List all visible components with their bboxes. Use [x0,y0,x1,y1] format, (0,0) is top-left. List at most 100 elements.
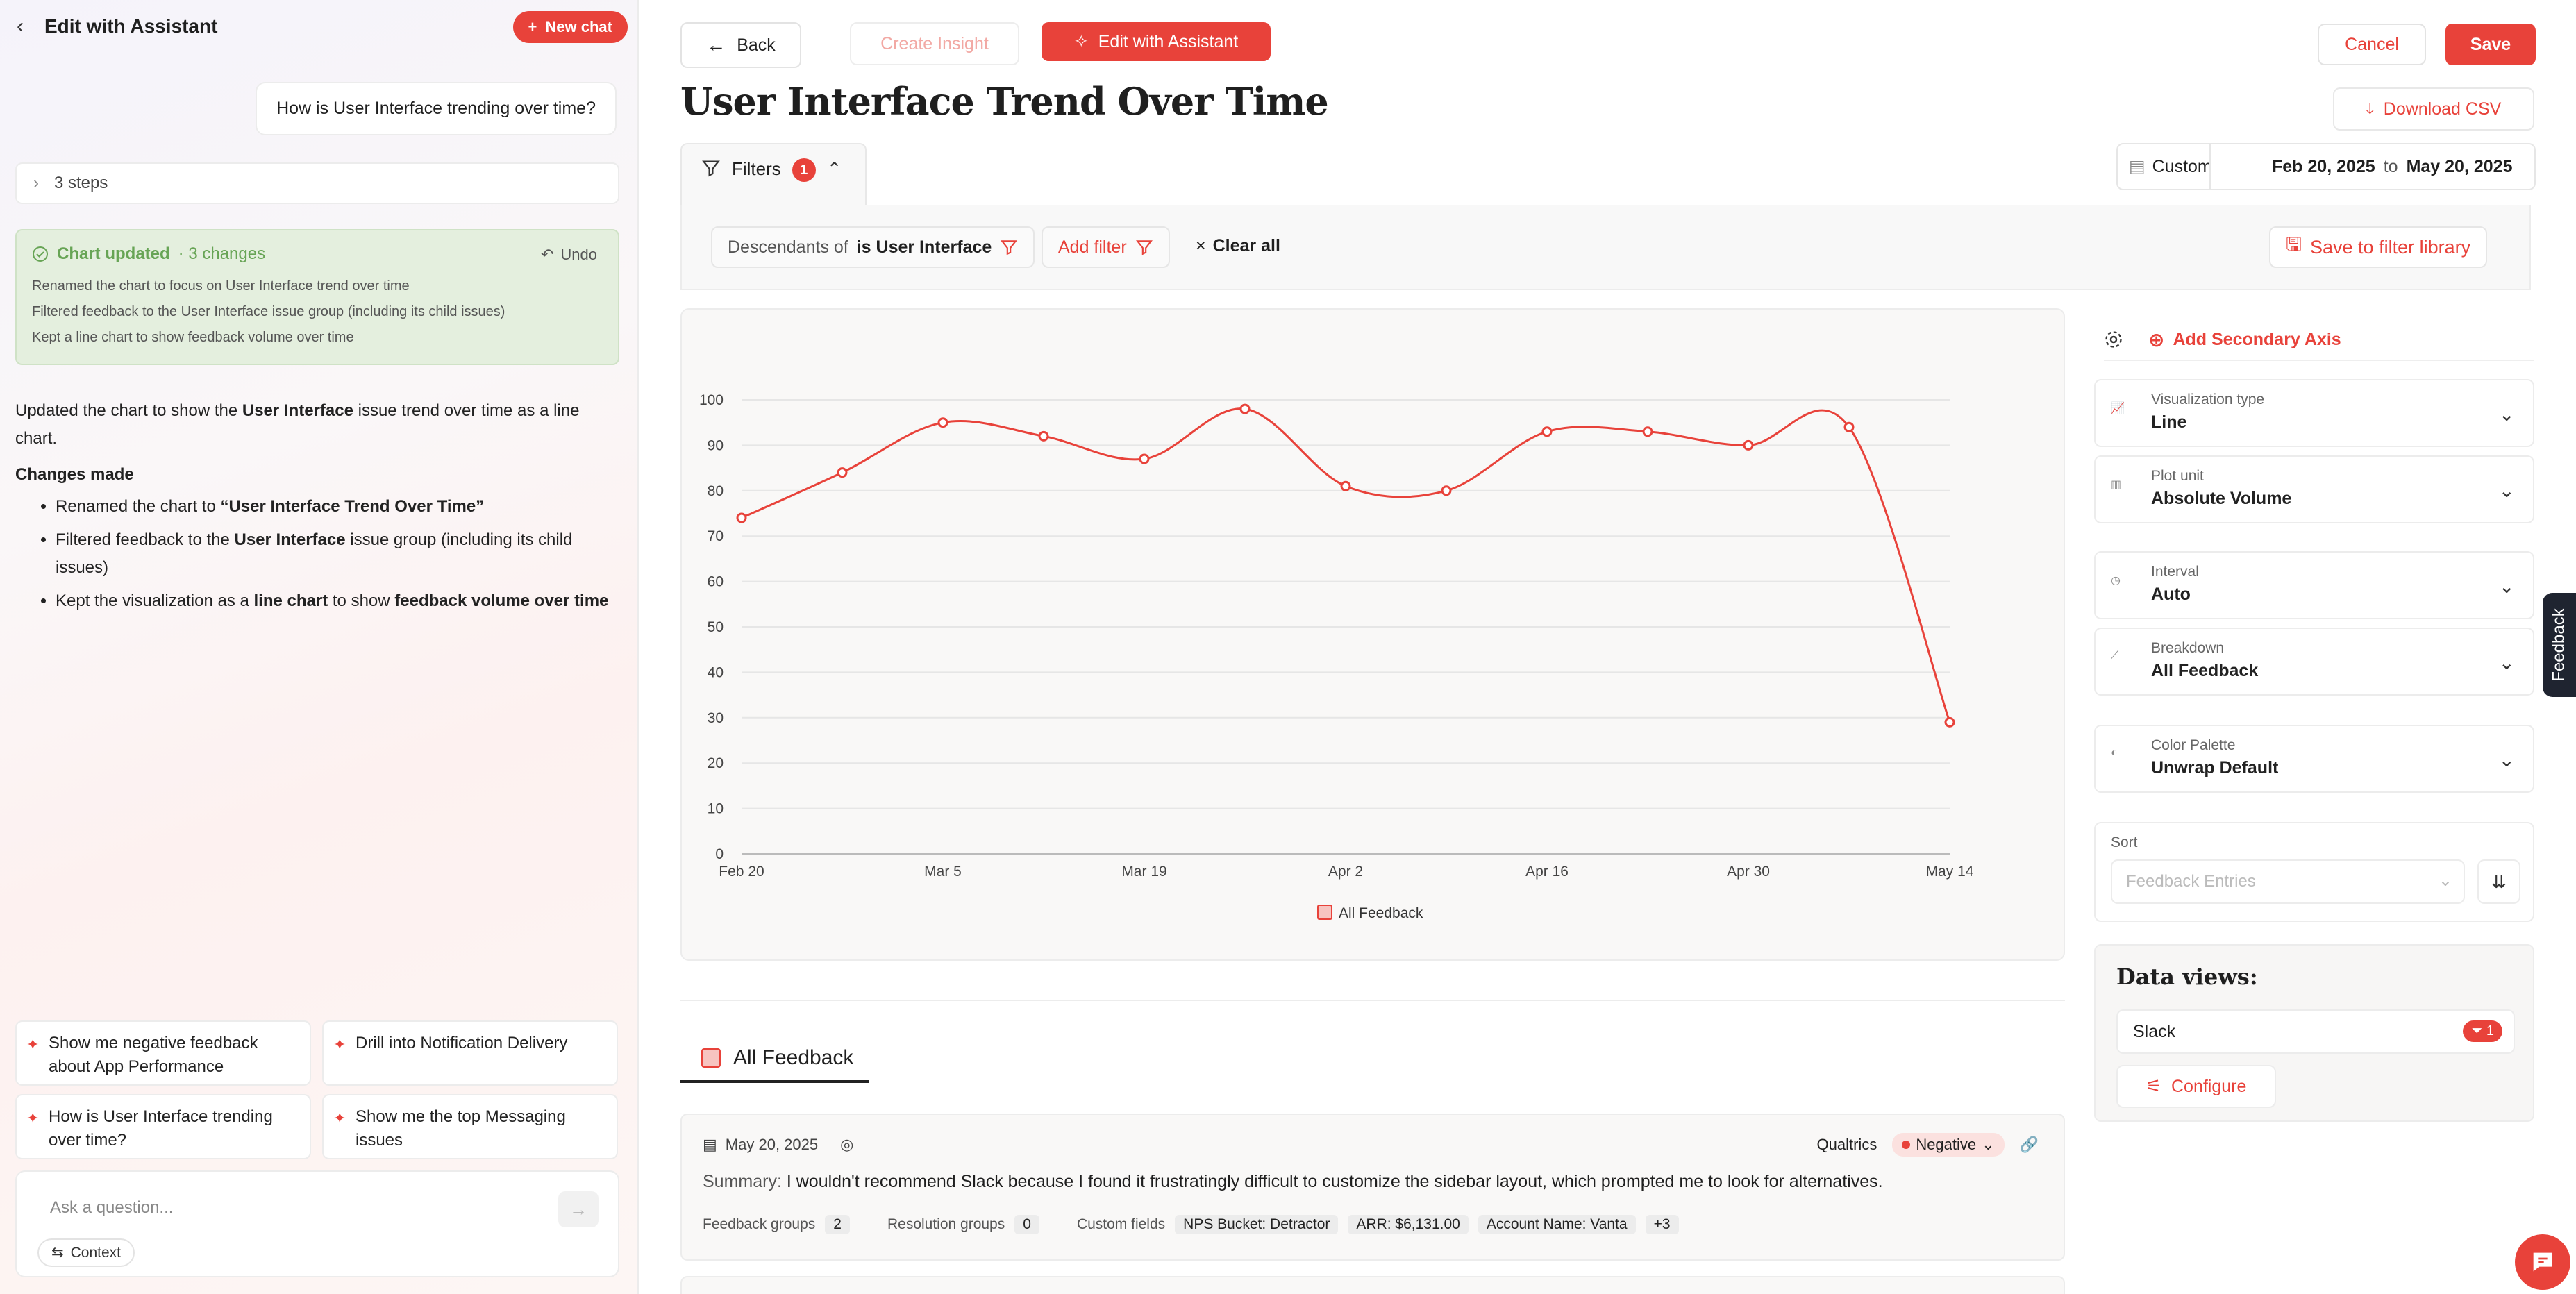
entry-meta: ▤ May 20, 2025 ◎ [703,1136,853,1154]
create-insight-button[interactable]: Create Insight [850,22,1019,65]
suggestion-chip[interactable]: ✦ How is User Interface trending over ti… [15,1094,311,1159]
clear-all-button[interactable]: × Clear all [1196,236,1280,256]
ask-input[interactable] [50,1198,536,1218]
feedback-entry[interactable]: ▤ May 20, 2025 ◎ Qualtrics Negative ⌄ 🔗 … [680,1114,2065,1261]
tab-all-feedback[interactable]: All Feedback [680,1036,869,1083]
back-button[interactable]: ← Back [680,22,801,68]
data-point [1541,426,1553,437]
feedback-side-tab[interactable]: Feedback [2543,593,2576,697]
plus-icon: + [528,18,537,35]
data-views-card: Data views: Slack ⏷ 1 ⚟ Configure [2094,944,2534,1122]
edit-with-assistant-label: Edit with Assistant [1098,31,1239,51]
configure-button[interactable]: ⚟ Configure [2116,1065,2276,1108]
reply-text: issue trend over time as a line chart. [15,401,580,448]
custom-field-tag: Account Name: Vanta [1478,1215,1636,1234]
y-tick-label: 20 [708,755,724,771]
chart-updated-header: Chart updated · 3 changes [32,244,603,264]
chevron-left-icon[interactable]: ‹ [17,15,24,37]
feedback-groups-count[interactable]: 2 [825,1215,850,1234]
sliders-icon: ⚟ [2146,1077,2161,1096]
reply-text: issue group (including its child issues) [56,530,573,577]
changes-list: Renamed the chart to focus on User Inter… [32,274,603,351]
bullet: Kept the visualization as a line chart t… [56,587,612,615]
sort-direction-button[interactable]: ⇊ [2477,859,2520,904]
new-chat-button[interactable]: + New chat [512,11,628,43]
y-tick-label: 30 [708,710,724,726]
send-button[interactable]: → [558,1191,599,1227]
link-icon[interactable]: 🔗 [2019,1136,2039,1153]
save-button[interactable]: Save [2445,24,2536,65]
feedback-groups-label: Feedback groups [703,1216,816,1232]
more-fields-tag[interactable]: +3 [1645,1215,1679,1234]
edit-with-assistant-button[interactable]: ✧ Edit with Assistant [1042,22,1271,61]
ask-box: → ⇆ Context [15,1170,619,1277]
sort-placeholder: Feedback Entries [2126,872,2256,891]
check-circle-icon [33,246,48,262]
active-filter-chip[interactable]: Descendants of is User Interface [711,226,1035,268]
feedback-entry[interactable] [680,1276,2065,1294]
entry-badges: Qualtrics Negative ⌄ 🔗 [1817,1133,2039,1157]
breakdown-select[interactable]: ⟋ Breakdown All Feedback ⌄ [2094,628,2534,696]
sentiment-badge[interactable]: Negative ⌄ [1892,1133,2005,1157]
select-value: Unwrap Default [2151,758,2279,778]
steps-toggle[interactable]: › 3 steps [15,162,619,204]
color-palette-select[interactable]: ◐ Color Palette Unwrap Default ⌄ [2094,725,2534,793]
sort-select[interactable]: Feedback Entries ⌄ [2111,859,2465,904]
undo-button[interactable]: ↶ Undo [541,246,597,264]
steps-label: 3 steps [54,174,108,192]
entry-fields: Feedback groups 2 Resolution groups 0 Cu… [703,1215,1679,1234]
filters-label: Filters [732,158,781,179]
select-label: Color Palette [2151,737,2236,753]
bullet: Renamed the chart to “User Interface Tre… [56,493,612,521]
back-label: Back [737,35,776,55]
data-view-item[interactable]: Slack ⏷ 1 [2116,1009,2515,1054]
add-secondary-axis-label: Add Secondary Axis [2173,329,2341,349]
download-csv-button[interactable]: ⤓ Download CSV [2333,87,2534,131]
add-secondary-axis-button[interactable]: ⊕ Add Secondary Axis [2148,328,2341,351]
save-filter-library-label: Save to filter library [2310,236,2471,258]
clear-all-label: Clear all [1212,236,1280,255]
sort-desc-icon: ⇊ [2491,871,2507,892]
suggestion-label: Show me negative feedback about App Perf… [49,1034,258,1076]
sort-card: Sort Feedback Entries ⌄ ⇊ [2094,822,2534,922]
date-start: Feb 20, 2025 [2272,156,2375,176]
plot-unit-select[interactable]: ▥ Plot unit Absolute Volume ⌄ [2094,455,2534,523]
chevron-up-icon: ⌃ [826,158,842,179]
save-filter-library-button[interactable]: 🖫 Save to filter library [2269,226,2488,268]
add-filter-button[interactable]: Add filter [1042,226,1170,268]
changes-heading: Changes made [15,465,134,484]
data-point [837,467,848,478]
cancel-label: Cancel [2345,34,2399,54]
cancel-button[interactable]: Cancel [2318,24,2426,65]
data-point [1441,485,1452,496]
user-circle-icon: ◎ [840,1136,854,1153]
suggestion-chip[interactable]: ✦ Show me the top Messaging issues [322,1094,618,1159]
data-view-filter-badge: ⏷ 1 [2463,1020,2502,1042]
chevron-down-icon: ⌄ [2498,403,2515,425]
line-chart-icon: 📈 [2111,403,2125,414]
y-tick-label: 0 [715,846,724,862]
date-range-picker[interactable]: Feb 20, 2025 to May 20, 2025 [2209,143,2536,190]
bar-chart-icon: ▥ [2111,479,2122,491]
chat-support-button[interactable] [2515,1234,2570,1290]
line-chart: 0 10 20 30 40 50 60 70 80 90 100 Feb 20 Mar 5 Mar 19 A… [699,392,1974,921]
gear-icon[interactable] [2104,330,2123,349]
chevron-right-icon: › [33,174,39,192]
suggestion-chip[interactable]: ✦ Show me negative feedback about App Pe… [15,1020,311,1086]
sort-label: Sort [2111,834,2138,850]
summary-text: I wouldn't recommend Slack because I fou… [786,1172,1883,1191]
sentiment-dot [1902,1141,1911,1149]
data-views-title: Data views: [2116,964,2258,990]
chevron-down-icon: ⌄ [2498,749,2515,771]
filters-tab[interactable]: Filters 1 ⌃ [680,143,867,208]
entry-summary: Summary: I wouldn't recommend Slack beca… [703,1172,2022,1192]
context-button[interactable]: ⇆ Context [37,1238,135,1267]
data-point [1139,453,1150,464]
x-tick-label: Apr 30 [1727,864,1770,880]
add-filter-label: Add filter [1058,237,1127,257]
interval-select[interactable]: ◷ Interval Auto ⌄ [2094,551,2534,619]
visualization-type-select[interactable]: 📈 Visualization type Line ⌄ [2094,379,2534,447]
suggestion-chip[interactable]: ✦ Drill into Notification Delivery [322,1020,618,1086]
resolution-groups-count[interactable]: 0 [1014,1215,1039,1234]
date-preset-select[interactable]: ▤ Custom ⌄ [2116,143,2230,190]
